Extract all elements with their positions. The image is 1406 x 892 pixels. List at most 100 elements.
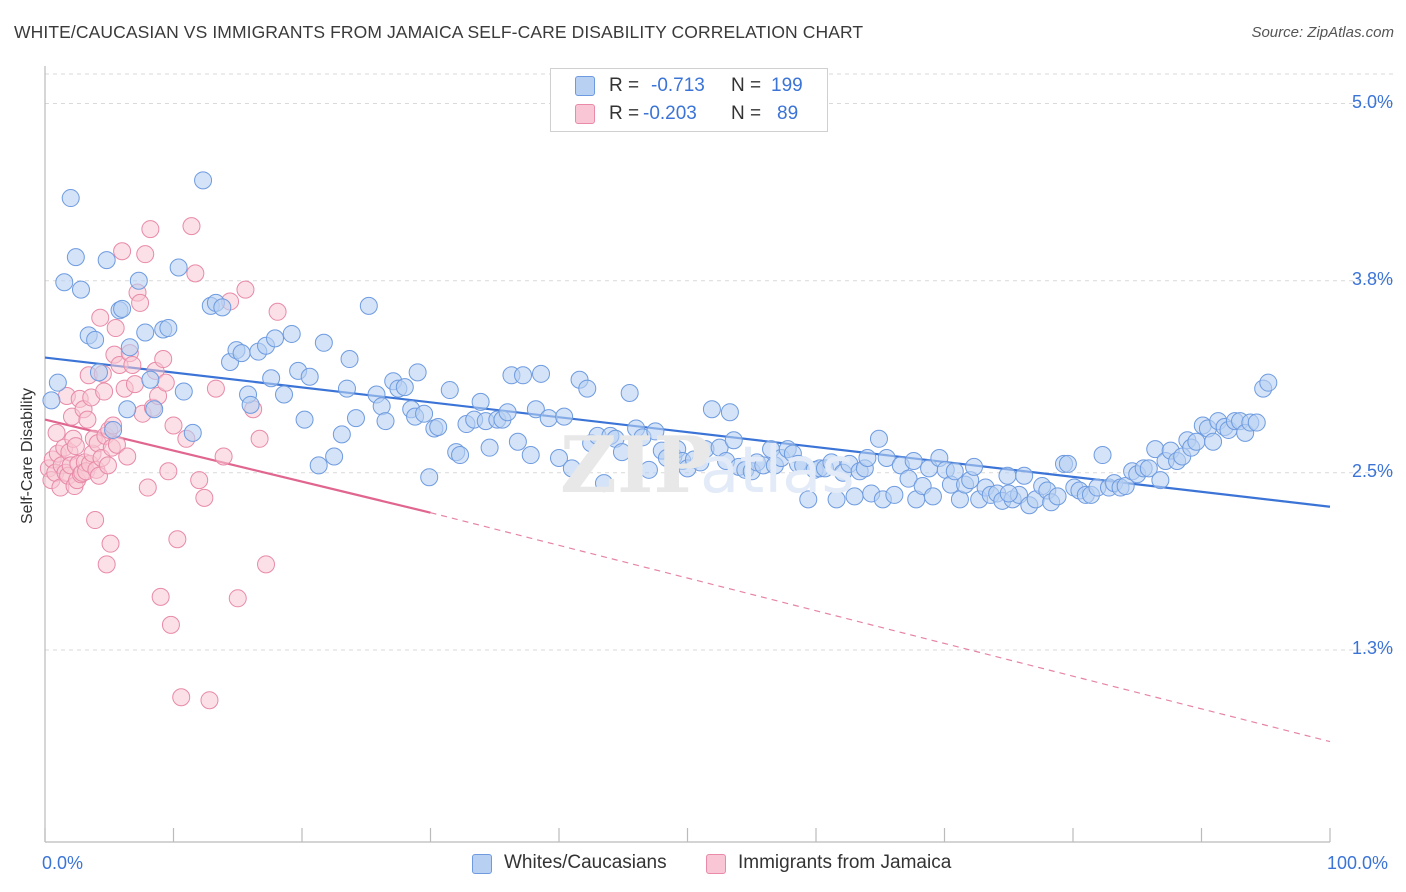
data-point-jamaica [131,293,150,312]
chart-title: WHITE/CAUCASIAN VS IMMIGRANTS FROM JAMAI… [14,22,864,42]
data-point-whites [372,397,391,416]
data-point-whites [1015,466,1034,485]
data-point-whites [877,449,896,467]
data-point-jamaica [98,456,117,475]
stats-legend: R = -0.713 N = 199 R = -0.203 N = 89 [550,68,828,132]
data-point-whites [340,350,359,369]
data-point-whites [1093,446,1112,465]
data-point-whites [858,449,877,467]
data-point-whites [904,451,923,470]
data-point-whites [998,466,1017,485]
data-point-jamaica [200,691,219,710]
zipatlas-watermark: ZIP atlas [560,420,855,511]
y-tick-label: 5.0% [1351,91,1393,112]
data-point-whites [376,412,395,431]
data-point-whites [720,403,739,422]
data-point-jamaica [154,350,173,369]
data-point-whites [869,429,888,448]
data-point-jamaica [78,410,97,429]
data-point-jamaica [47,423,66,442]
data-point-jamaica [156,373,175,392]
data-point-whites [514,366,533,385]
data-point-whites [1058,454,1077,473]
data-point-whites [275,385,294,404]
data-point-jamaica [172,688,191,707]
data-point-whites [325,447,344,466]
data-point-whites [1204,432,1223,451]
data-point-jamaica [186,264,205,283]
data-point-whites [183,423,202,442]
data-point-whites [104,420,123,439]
data-point-whites [822,453,841,472]
bottom-legend-label-jamaica: Immigrants from Jamaica [738,852,952,873]
data-point-whites [999,484,1018,503]
data-point-whites [578,379,597,398]
legend-r-label: R = [609,75,640,96]
legend-r-value: -0.713 [651,75,705,96]
data-point-jamaica [168,530,187,549]
y-tick-label: 3.8% [1351,268,1393,289]
data-point-whites [1247,413,1266,432]
data-point-whites [42,391,61,410]
data-point-jamaica [136,245,155,264]
data-point-jamaica [138,478,157,497]
data-point-whites [194,171,213,190]
data-point-whites [521,446,540,465]
bottom-legend-jamaica: Immigrants from Jamaica [706,851,976,877]
data-point-whites [61,189,80,208]
data-point-whites [174,382,193,401]
data-point-whites [555,407,574,426]
legend-swatch-pink [575,104,595,124]
data-point-jamaica [118,447,137,466]
data-point-jamaica [97,555,116,574]
data-point-jamaica [151,587,170,606]
data-point-whites [266,329,285,348]
data-point-jamaica [161,615,180,634]
data-point-whites [562,459,581,478]
data-point-whites [799,490,818,509]
data-point-whites [169,258,188,277]
data-point-jamaica [182,217,201,236]
data-point-jamaica [101,534,120,553]
data-point-whites [66,248,85,267]
data-point-whites [71,280,90,299]
data-point-whites [1151,471,1170,490]
data-point-whites [1139,459,1158,478]
data-point-whites [594,474,613,493]
data-point-jamaica [66,437,85,456]
data-point-whites [827,490,846,509]
legend-n-value: 89 [777,103,799,124]
data-point-whites [440,381,459,400]
legend-row-whites: R = -0.713 N = 199 [551,73,827,99]
data-point-whites [295,410,314,429]
legend-swatch-blue [575,76,595,96]
legend-n-label: N = [731,75,762,96]
data-point-whites [702,400,721,419]
data-point-whites [159,319,178,338]
data-point-whites [136,323,155,342]
data-point-jamaica [106,319,125,338]
data-point-whites [395,378,414,397]
y-tick-label: 2.5% [1351,460,1393,481]
data-point-whites [429,417,448,436]
data-point-jamaica [257,555,276,574]
data-point-whites [89,363,108,382]
data-point-jamaica [250,429,269,448]
data-point-jamaica [123,355,142,374]
data-point-whites [923,487,942,506]
data-point-whites [620,384,639,403]
legend-n-label: N = [731,103,762,124]
data-point-whites [1187,432,1206,451]
data-point-whites [508,432,527,451]
data-point-whites [480,438,499,457]
data-point-whites [118,400,137,419]
data-point-jamaica [228,589,247,608]
data-point-whites [97,251,116,270]
data-point-whites [300,367,319,386]
data-point-jamaica [214,447,233,466]
bottom-legend-label-whites: Whites/Caucasians [504,852,667,873]
data-point-whites [113,299,132,318]
data-point-jamaica [268,302,287,321]
x-tick-label-min: 0.0% [42,853,84,873]
